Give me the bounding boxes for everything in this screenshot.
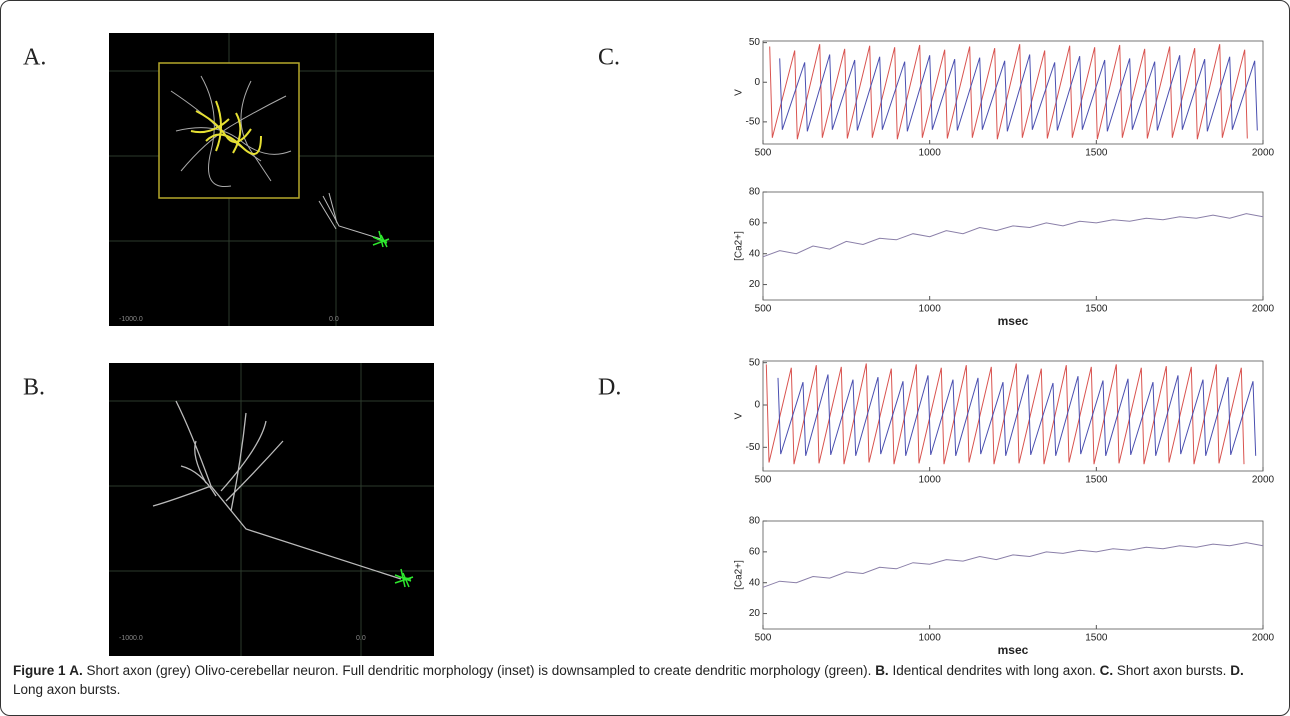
x-axis-label: msec [998,643,1029,656]
series-line [779,54,1258,132]
figure: A. B. C. D. -1000.0 0.0 [23,33,1275,656]
x-tick-label: 1000 [919,475,942,486]
panel-label: A. [23,45,46,71]
caption-figure-label: Figure 1 [13,663,66,678]
x-tick-label: 1000 [919,633,942,644]
y-tick-label: 0 [754,77,760,88]
caption-part-label: C. [1099,663,1114,678]
caption-part-label: A. [69,663,83,678]
x-tick-label: 1500 [1085,475,1108,486]
x-tick-label: 1500 [1085,304,1108,315]
series-line [762,542,1264,588]
panel-label: C. [598,45,620,71]
plot-area [762,40,1264,145]
x-tick-label: 2000 [1252,304,1275,315]
y-tick-label: 0 [754,400,760,411]
morphology-b: -1000.0 0.0 [109,363,434,656]
y-tick-label: 20 [749,279,761,290]
caption-text: Short axon (grey) Olivo-cerebellar neuro… [86,663,872,678]
caption-text: Long axon bursts. [13,682,121,697]
x-tick-label: 500 [755,148,772,159]
series-line [769,44,1248,140]
caption-text: Short axon bursts. [1116,663,1227,678]
x-tick-label: 2000 [1252,475,1275,486]
x-tick-label: 1000 [919,148,942,159]
panel-label: B. [23,375,45,401]
y-axis-label: [Ca2+] [734,560,745,590]
y-tick-label: 60 [749,217,761,228]
axis-label: 0.0 [329,316,339,323]
axis-label: -1000.0 [119,316,143,323]
y-tick-label: 80 [749,187,761,198]
axis-label: -1000.0 [119,635,143,642]
series-line [777,374,1257,456]
axis-label: 0.0 [356,635,366,642]
x-tick-label: 2000 [1252,633,1275,644]
plot-area [762,520,1264,630]
x-tick-label: 1500 [1085,148,1108,159]
x-axis-label: msec [998,314,1029,328]
y-tick-label: 50 [749,357,761,368]
x-tick-label: 1500 [1085,633,1108,644]
y-tick-label: 40 [749,577,761,588]
x-tick-label: 1000 [919,304,942,315]
caption-text: Identical dendrites with long axon. [892,663,1096,678]
morphology-a: -1000.0 0.0 [109,33,434,326]
plot-area [762,191,1264,301]
y-tick-label: 40 [749,248,761,259]
x-tick-label: 500 [755,475,772,486]
y-tick-label: -50 [746,442,761,453]
y-tick-label: 60 [749,546,761,557]
y-tick-label: -50 [746,116,761,127]
y-axis-label: [Ca2+] [734,231,745,261]
panel-label: D. [598,375,621,401]
y-tick-label: 80 [749,516,761,527]
y-axis-label: V [734,412,745,419]
x-tick-label: 500 [755,304,772,315]
y-axis-label: V [734,89,745,96]
caption: Figure 1 A. Short axon (grey) Olivo-cere… [13,661,1275,699]
caption-part-label: D. [1230,663,1244,678]
caption-part-label: B. [875,663,889,678]
x-tick-label: 500 [755,633,772,644]
series-line [762,213,1264,258]
y-tick-label: 50 [749,37,761,48]
y-tick-label: 20 [749,608,761,619]
x-tick-label: 2000 [1252,148,1275,159]
